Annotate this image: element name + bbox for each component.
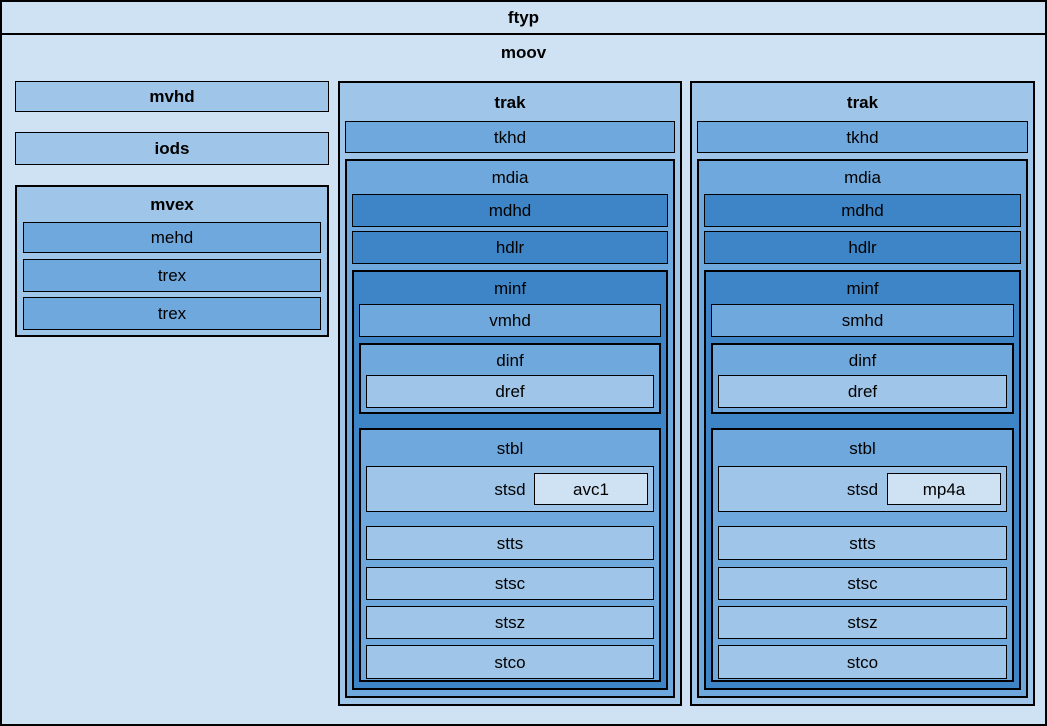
stbl-label: stbl [496,438,524,458]
mvex-label: mvex [150,195,194,214]
video-dref-box: dref [366,375,654,408]
audio-stts-box: stts [718,526,1007,560]
mdia-label: mdia [844,168,881,187]
mvex-box: mvex mehd trex trex [15,185,329,337]
audio-dinf-label-row: dinf [713,345,1012,375]
video-mdhd-box: mdhd [352,194,668,227]
audio-stsd-box: stsd mp4a [718,466,1007,512]
trak-label: trak [494,92,526,112]
stsz-label: stsz [847,613,878,632]
video-mdia-box: mdia mdhd hdlr minf vmhd dinf [345,159,675,698]
stts-label: stts [849,533,876,553]
stsc-label: stsc [847,574,878,593]
stsz-label: stsz [494,613,526,632]
audio-trak-label-row: trak [692,83,1033,121]
stsd-label: stsd [846,479,879,499]
audio-dinf-box: dinf dref [711,343,1014,414]
audio-minf-label-row: minf [706,272,1019,304]
dinf-label: dinf [496,350,524,370]
minf-label: minf [846,278,879,298]
video-trak-box: trak tkhd mdia mdhd hdlr minf vmhd [338,81,682,706]
video-vmhd-box: vmhd [359,304,661,337]
stts-label: stts [496,533,524,553]
video-dinf-label-row: dinf [361,345,659,375]
vmhd-label: vmhd [489,311,531,330]
stsc-label: stsc [494,574,526,593]
ftyp-label: ftyp [507,8,540,27]
audio-tkhd-box: tkhd [697,121,1028,153]
video-tkhd-box: tkhd [345,121,675,153]
video-minf-box: minf vmhd dinf dref stbl [352,270,668,690]
dref-label: dref [847,382,878,401]
iods-label: iods [154,139,190,158]
video-stsd-box: stsd avc1 [366,466,654,512]
audio-mdhd-box: mdhd [704,194,1021,227]
mdhd-label: mdhd [841,201,884,220]
audio-stsz-box: stsz [718,606,1007,639]
avc1-label: avc1 [573,479,609,499]
mehd-label: mehd [150,228,194,247]
audio-smhd-box: smhd [711,304,1014,337]
hdlr-label: hdlr [495,238,525,257]
trex-label: trex [157,304,187,323]
audio-dref-box: dref [718,375,1007,408]
stco-label: stco [846,652,879,672]
audio-mdia-box: mdia mdhd hdlr minf smhd dinf [697,159,1028,698]
trex-box-1: trex [23,259,321,292]
video-stco-box: stco [366,645,654,679]
video-minf-label-row: minf [354,272,666,304]
video-stts-box: stts [366,526,654,560]
trak-label: trak [846,92,879,112]
video-stbl-box: stbl stsd avc1 stts stsc [359,428,661,682]
hdlr-label: hdlr [848,238,877,257]
video-hdlr-box: hdlr [352,231,668,264]
iods-box: iods [15,132,329,165]
video-sample-entry-box: avc1 [534,473,648,505]
video-stsc-box: stsc [366,567,654,600]
audio-stbl-box: stbl stsd mp4a stts stsc [711,428,1014,682]
ftyp-box: ftyp [2,2,1045,35]
mp4a-label: mp4a [922,479,966,499]
smhd-label: smhd [841,311,884,330]
mvex-label-row: mvex [17,187,327,222]
tkhd-label: tkhd [493,127,527,147]
video-stsz-box: stsz [366,606,654,639]
video-dinf-box: dinf dref [359,343,661,414]
moov-label: moov [500,42,547,62]
audio-stbl-label-row: stbl [713,430,1012,466]
audio-trak-box: trak tkhd mdia mdhd hdlr minf smhd [690,81,1035,706]
mdhd-label: mdhd [488,201,532,220]
audio-mdia-label-row: mdia [699,161,1026,194]
audio-stsc-box: stsc [718,567,1007,600]
mdia-label: mdia [491,168,529,187]
trex-box-2: trex [23,297,321,330]
tkhd-label: tkhd [846,127,879,147]
audio-sample-entry-box: mp4a [887,473,1001,505]
moov-box-label-row: moov [2,39,1045,65]
stsd-label: stsd [494,479,526,499]
minf-label: minf [493,278,527,298]
video-trak-label-row: trak [340,83,680,121]
dref-label: dref [495,382,525,401]
stbl-label: stbl [849,438,876,458]
mvhd-label: mvhd [149,87,195,106]
mehd-box: mehd [23,222,321,253]
trex-label: trex [157,266,187,285]
video-mdia-label-row: mdia [347,161,673,194]
video-stbl-label-row: stbl [361,430,659,466]
mvhd-box: mvhd [15,81,329,112]
audio-hdlr-box: hdlr [704,231,1021,264]
audio-minf-box: minf smhd dinf dref stbl [704,270,1021,690]
audio-stco-box: stco [718,645,1007,679]
dinf-label: dinf [848,350,877,370]
stco-label: stco [494,652,526,672]
